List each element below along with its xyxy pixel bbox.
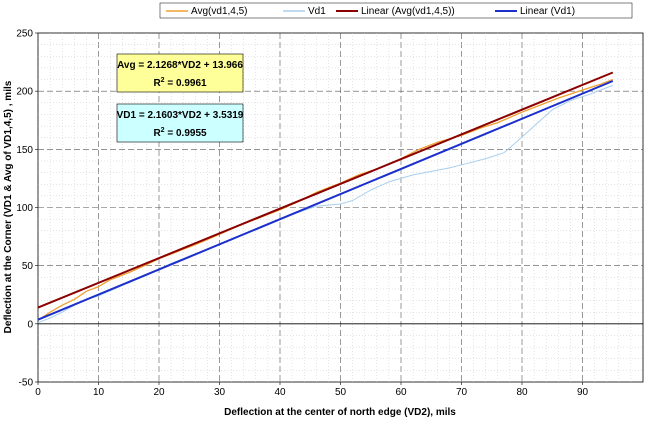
legend-box — [159, 2, 633, 19]
legend-item-avg: Avg(vd1,4,5) — [166, 6, 248, 17]
legend-label-vd1: Vd1 — [308, 6, 326, 17]
x-tick-label: 80 — [516, 387, 528, 398]
annotation-avg: Avg = 2.1268*VD2 + 13.966 R2 = 0.9961 — [116, 53, 244, 93]
series-line-linear-vd1 — [37, 80, 614, 321]
x-axis-title: Deflection at the center of north edge (… — [224, 407, 456, 418]
y-tick-label: 250 — [16, 29, 33, 40]
y-tick-label: 200 — [16, 87, 33, 98]
annotation-vd1-r2: R2 = 0.9955 — [153, 127, 207, 139]
annotation-vd1-r-label: R — [153, 128, 161, 139]
y-tick-label: -50 — [19, 378, 34, 389]
y-tick-label: 50 — [22, 261, 34, 272]
annotation-avg-r-value: = 0.9961 — [165, 78, 207, 89]
x-tick-label: 60 — [395, 387, 407, 398]
series-line-linear-avg — [37, 71, 614, 309]
annotation-avg-box — [116, 53, 244, 93]
annotation-vd1-r-value: = 0.9955 — [165, 128, 207, 139]
annotation-vd1-equation: VD1 = 2.1603*VD2 + 3.5319 — [117, 110, 244, 121]
x-tick-label: 70 — [456, 387, 468, 398]
annotation-vd1-box — [116, 103, 244, 143]
annotation-avg-r2: R2 = 0.9961 — [153, 77, 207, 89]
legend-label-linear-avg: Linear (Avg(vd1,4,5)) — [361, 6, 455, 17]
y-tick-label: 150 — [16, 145, 33, 156]
legend-item-linear-vd1: Linear (Vd1) — [495, 6, 575, 17]
annotation-avg-r-sup: 2 — [161, 77, 165, 84]
series-layer — [37, 71, 614, 324]
y-tick-label: 0 — [27, 319, 33, 330]
annotation-vd1-r-sup: 2 — [161, 127, 165, 134]
x-tick-label: 50 — [335, 387, 347, 398]
x-tick-label: 90 — [577, 387, 589, 398]
x-tick-label: 10 — [93, 387, 105, 398]
legend: Avg(vd1,4,5) Vd1 Linear (Avg(vd1,4,5)) L… — [159, 2, 633, 19]
y-axis-title: Deflection at the Corner (VD1 & Avg of V… — [3, 80, 14, 333]
x-axis-ticks: 0 10 20 30 40 50 60 70 80 90 — [35, 382, 588, 398]
y-axis-ticks: -50 0 50 100 150 200 250 — [16, 29, 38, 389]
legend-label-linear-vd1: Linear (Vd1) — [520, 6, 575, 17]
annotation-avg-r-label: R — [153, 78, 161, 89]
legend-label-avg: Avg(vd1,4,5) — [191, 6, 248, 17]
annotation-avg-equation: Avg = 2.1268*VD2 + 13.966 — [117, 60, 243, 71]
y-tick-label: 100 — [16, 203, 33, 214]
x-tick-label: 40 — [274, 387, 286, 398]
legend-item-linear-avg: Linear (Avg(vd1,4,5)) — [336, 6, 455, 17]
x-tick-label: 0 — [35, 387, 41, 398]
x-tick-label: 30 — [214, 387, 226, 398]
x-tick-label: 20 — [153, 387, 165, 398]
annotation-vd1: VD1 = 2.1603*VD2 + 3.5319 R2 = 0.9955 — [116, 103, 244, 143]
legend-item-vd1: Vd1 — [283, 6, 326, 17]
series-line-vd1 — [37, 84, 613, 324]
